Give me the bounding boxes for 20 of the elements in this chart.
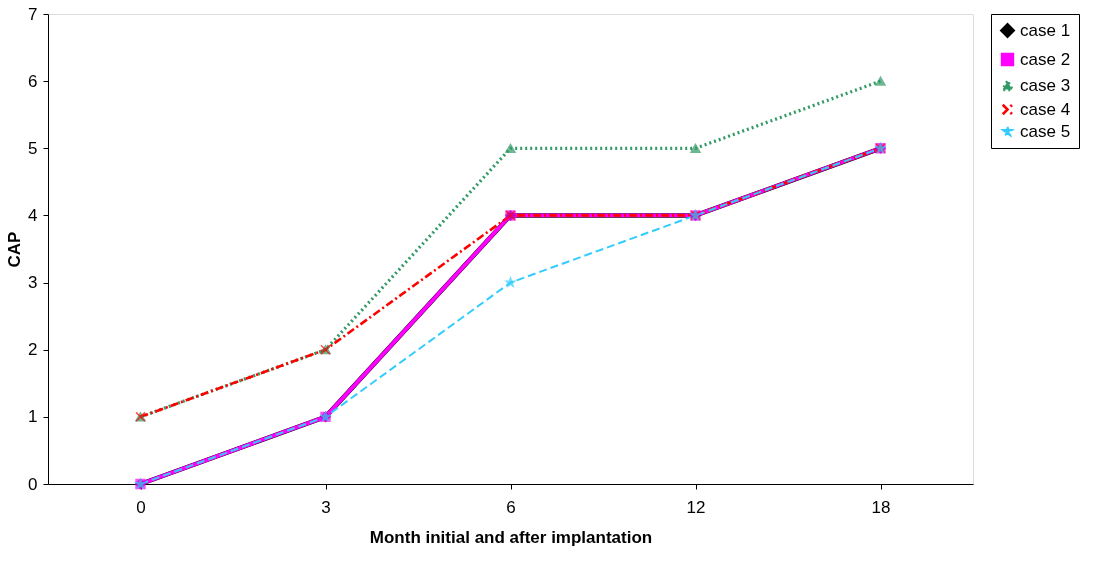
y-tick-label: 7 <box>28 4 38 24</box>
x-axis-title: Month initial and after implantation <box>369 527 653 547</box>
legend-label: case 5 <box>1020 121 1071 141</box>
x-tick-label: 3 <box>321 497 331 517</box>
y-axis-title: CAP <box>5 231 25 268</box>
y-tick-label: 0 <box>28 474 38 494</box>
legend-label: case 2 <box>1020 49 1071 69</box>
y-tick-label: 5 <box>28 138 38 158</box>
y-tick-label: 1 <box>28 407 38 427</box>
x-tick-label: 12 <box>686 497 706 517</box>
y-tick-label: 6 <box>28 71 38 91</box>
x-tick-label: 0 <box>136 497 146 517</box>
y-tick-label: 3 <box>28 273 38 293</box>
x-tick-label: 18 <box>871 497 891 517</box>
y-tick-label: 4 <box>28 205 38 225</box>
legend-label: case 3 <box>1020 75 1071 95</box>
y-tick-label: 2 <box>28 340 38 360</box>
x-tick-label: 6 <box>506 497 516 517</box>
legend-label: case 1 <box>1020 20 1071 40</box>
legend-label: case 4 <box>1020 99 1071 119</box>
